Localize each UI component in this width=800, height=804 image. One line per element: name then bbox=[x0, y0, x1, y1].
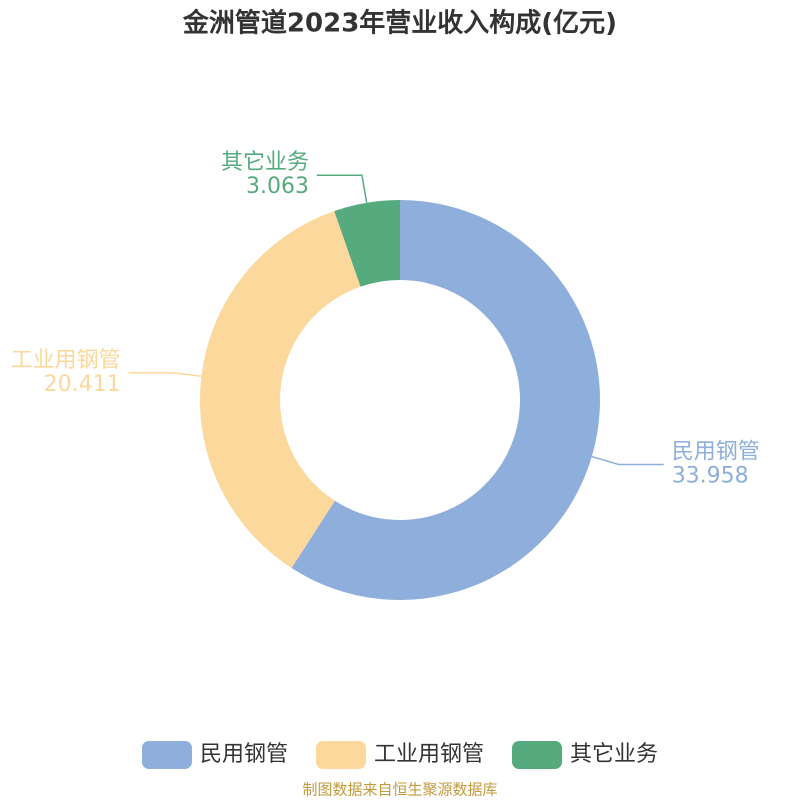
leader-line bbox=[316, 174, 368, 203]
leader-line bbox=[591, 455, 664, 466]
chart-title: 金洲管道2023年营业收入构成(亿元) bbox=[182, 8, 617, 39]
legend-label: 民用钢管 bbox=[200, 742, 288, 767]
legend-swatch bbox=[315, 741, 366, 769]
legend-label: 工业用钢管 bbox=[374, 742, 484, 767]
donut-slice bbox=[334, 200, 400, 287]
donut-slice bbox=[199, 211, 361, 569]
slice-value: 20.411 bbox=[44, 372, 121, 397]
legend-swatch bbox=[512, 741, 563, 769]
legend-label: 其它业务 bbox=[570, 742, 658, 767]
source-note: 制图数据来自恒生聚源数据库 bbox=[302, 781, 497, 799]
donut-slice bbox=[291, 200, 600, 600]
slice-value: 3.063 bbox=[246, 174, 309, 199]
slice-value: 33.958 bbox=[672, 463, 749, 488]
legend-swatch bbox=[141, 741, 192, 769]
slice-label: 其它业务 bbox=[221, 150, 309, 175]
slice-label: 民用钢管 bbox=[672, 439, 760, 464]
leader-line bbox=[128, 372, 202, 377]
slice-label: 工业用钢管 bbox=[11, 348, 121, 373]
